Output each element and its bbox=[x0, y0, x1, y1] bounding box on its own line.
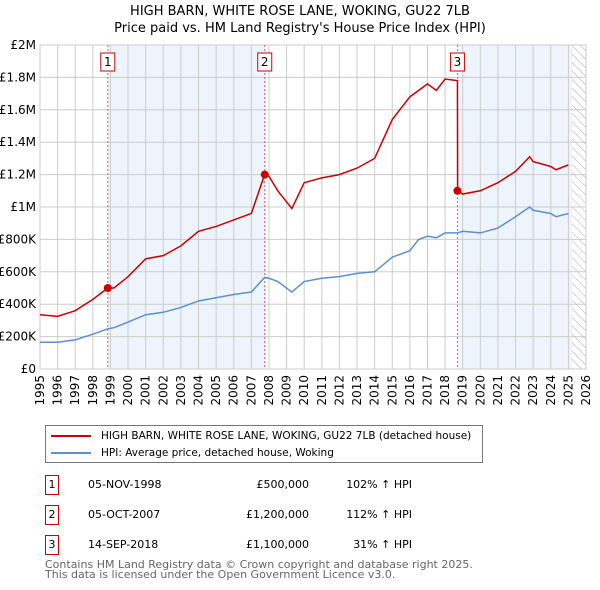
y-tick-label: £1M bbox=[10, 200, 36, 214]
x-tick-label: 2012 bbox=[332, 375, 346, 406]
footer-line-2: This data is licensed under the Open Gov… bbox=[45, 568, 396, 581]
series-line-property bbox=[39, 78, 569, 318]
x-tick-label: 2006 bbox=[227, 375, 241, 406]
sale-number: 2 bbox=[45, 505, 59, 525]
y-tick-label: £400K bbox=[0, 297, 37, 311]
x-tick-label: 2004 bbox=[192, 375, 206, 406]
x-tick-label: 2010 bbox=[297, 375, 311, 406]
y-tick-label: £1.8M bbox=[0, 70, 36, 84]
sale-label: 2 bbox=[261, 55, 269, 69]
x-tick-label: 2022 bbox=[509, 375, 523, 406]
sale-number: 1 bbox=[45, 475, 59, 495]
sale-price: £1,100,000 bbox=[246, 538, 309, 551]
sale-row: 2 05-OCT-2007 £1,200,000 112% ↑ HPI bbox=[45, 505, 445, 525]
x-tick-label: 2003 bbox=[174, 375, 188, 406]
sale-row: 1 05-NOV-1998 £500,000 102% ↑ HPI bbox=[45, 475, 445, 495]
x-tick-label: 1998 bbox=[86, 375, 100, 406]
sale-price: £500,000 bbox=[256, 478, 310, 491]
sale-hpi: 112% ↑ HPI bbox=[346, 508, 412, 521]
plot-frame bbox=[39, 44, 587, 370]
x-tick-label: 2023 bbox=[526, 375, 540, 406]
sale-label-box bbox=[449, 52, 465, 72]
sale-date: 14-SEP-2018 bbox=[88, 538, 159, 551]
y-tick-label: £1.6M bbox=[0, 103, 36, 117]
sale-date: 05-NOV-1998 bbox=[88, 478, 162, 491]
sale-price: £1,200,000 bbox=[246, 508, 309, 521]
chart: 1995 1996 1997 1998 1999 2000 2001 2002 2003 2004… bbox=[0, 38, 593, 406]
y-tick-label: £1.2M bbox=[0, 168, 36, 182]
sale-number: 3 bbox=[45, 535, 59, 555]
chart-subtitle: Price paid vs. HM Land Registry's House … bbox=[114, 21, 486, 36]
legend-swatch-property bbox=[51, 435, 91, 437]
x-tick-label: 2007 bbox=[244, 375, 258, 406]
sale-label-box bbox=[100, 52, 116, 72]
footer-line-1: Contains HM Land Registry data © Crown c… bbox=[45, 558, 473, 571]
x-tick-label: 2025 bbox=[561, 375, 575, 406]
footer: Contains HM Land Registry data © Crown c… bbox=[45, 558, 473, 581]
sale-point bbox=[453, 186, 462, 195]
x-tick-label: 2019 bbox=[456, 375, 470, 406]
x-tick-label: 2011 bbox=[315, 375, 329, 406]
sale-hpi: 102% ↑ HPI bbox=[346, 478, 412, 491]
y-tick-label: £1.4M bbox=[0, 135, 36, 149]
x-tick-label: 2005 bbox=[209, 375, 223, 406]
x-tick-label: 2008 bbox=[262, 375, 276, 406]
x-tick-label: 2026 bbox=[579, 375, 593, 406]
x-tick-label: 1999 bbox=[103, 375, 117, 406]
sale-label: 3 bbox=[454, 55, 462, 69]
x-tick-label: 2015 bbox=[385, 375, 399, 406]
x-tick-label: 2014 bbox=[368, 375, 382, 406]
y-tick-label: £200K bbox=[0, 330, 37, 344]
x-tick-label: 2021 bbox=[491, 375, 505, 406]
x-tick-label: 1995 bbox=[33, 375, 47, 406]
y-tick-label: £800K bbox=[0, 232, 37, 246]
x-tick-label: 1997 bbox=[68, 375, 82, 406]
x-tick-label: 2002 bbox=[156, 375, 170, 406]
legend-hpi: HPI: Average price, detached house, Woki… bbox=[101, 447, 334, 459]
x-tick-label: 2013 bbox=[350, 375, 364, 406]
chart-title: HIGH BARN, WHITE ROSE LANE, WOKING, GU22… bbox=[130, 4, 470, 19]
x-tick-label: 2000 bbox=[121, 375, 135, 406]
x-tick-label: 2001 bbox=[139, 375, 153, 406]
y-tick-label: £0 bbox=[21, 362, 36, 376]
y-tick-label: £600K bbox=[0, 265, 37, 279]
x-tick-label: 2009 bbox=[280, 375, 294, 406]
y-tick-label: £2M bbox=[10, 38, 36, 52]
sale-point bbox=[260, 170, 269, 179]
x-tick-label: 2020 bbox=[473, 375, 487, 406]
x-tick-label: 2016 bbox=[403, 375, 417, 406]
sale-point bbox=[103, 284, 112, 292]
series-line-hpi bbox=[40, 206, 569, 344]
legend-swatch-hpi bbox=[51, 452, 91, 454]
sale-label: 1 bbox=[104, 55, 112, 69]
x-tick-label: 2018 bbox=[438, 375, 452, 406]
sale-label-box bbox=[257, 52, 273, 72]
x-tick-label: 2024 bbox=[544, 375, 558, 406]
sale-hpi: 31% ↑ HPI bbox=[353, 538, 412, 551]
sale-date: 05-OCT-2007 bbox=[88, 508, 161, 521]
sale-row: 3 14-SEP-2018 £1,100,000 31% ↑ HPI bbox=[45, 535, 445, 555]
x-tick-label: 1996 bbox=[51, 375, 65, 406]
legend-property: HIGH BARN, WHITE ROSE LANE, WOKING, GU22… bbox=[101, 430, 472, 442]
legend: HIGH BARN, WHITE ROSE LANE, WOKING, GU22… bbox=[45, 425, 483, 463]
x-tick-label: 2017 bbox=[420, 375, 434, 406]
